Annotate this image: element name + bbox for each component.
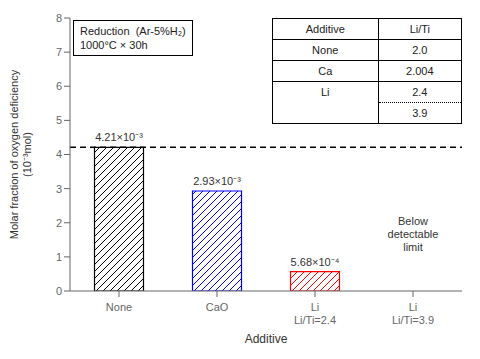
svg-text:2.93×10⁻³: 2.93×10⁻³ [193,175,241,187]
svg-text:5.68×10⁻⁴: 5.68×10⁻⁴ [291,256,340,268]
html-text:Reduction (Ar-5%H₂) 1000°C × 3: Reduction (Ar-5%H₂) 1000°C × 30h [80,25,186,51]
svg-text:CaO: CaO [206,301,229,313]
html-text:Additive: Additive [305,23,345,35]
svg-text:None: None [106,301,132,313]
svg-text:2: 2 [56,217,62,229]
html-text:Li: Li [321,86,330,99]
svg-text:0: 0 [56,285,62,297]
html-text:2.004: 2.004 [406,65,434,77]
html-text:Ca: Ca [318,65,333,77]
svg-text:Molar fraction of oxygen defic: Molar fraction of oxygen deficiency(10⁻³… [8,69,33,239]
svg-text:7: 7 [56,46,62,58]
html-text:2.4: 2.4 [412,86,428,98]
svg-text:6: 6 [56,80,62,92]
svg-text:5: 5 [56,114,62,126]
svg-text:LiLi/Ti=2.4: LiLi/Ti=2.4 [294,301,336,326]
html-text:Li/Ti: Li/Ti [409,23,430,35]
svg-text:LiLi/Ti=3.9: LiLi/Ti=3.9 [392,301,434,326]
html-text:2.0: 2.0 [412,44,428,56]
svg-text:4: 4 [56,148,62,160]
html-text:3.9: 3.9 [412,107,428,119]
svg-text:8: 8 [56,12,62,24]
svg-text:1: 1 [56,251,62,263]
html-text:None: None [312,44,339,56]
svg-text:4.21×10⁻³: 4.21×10⁻³ [95,131,143,143]
svg-text:3: 3 [56,183,62,195]
svg-text:Additive: Additive [245,332,288,346]
svg-text:Belowdetectablelimit: Belowdetectablelimit [388,215,439,253]
